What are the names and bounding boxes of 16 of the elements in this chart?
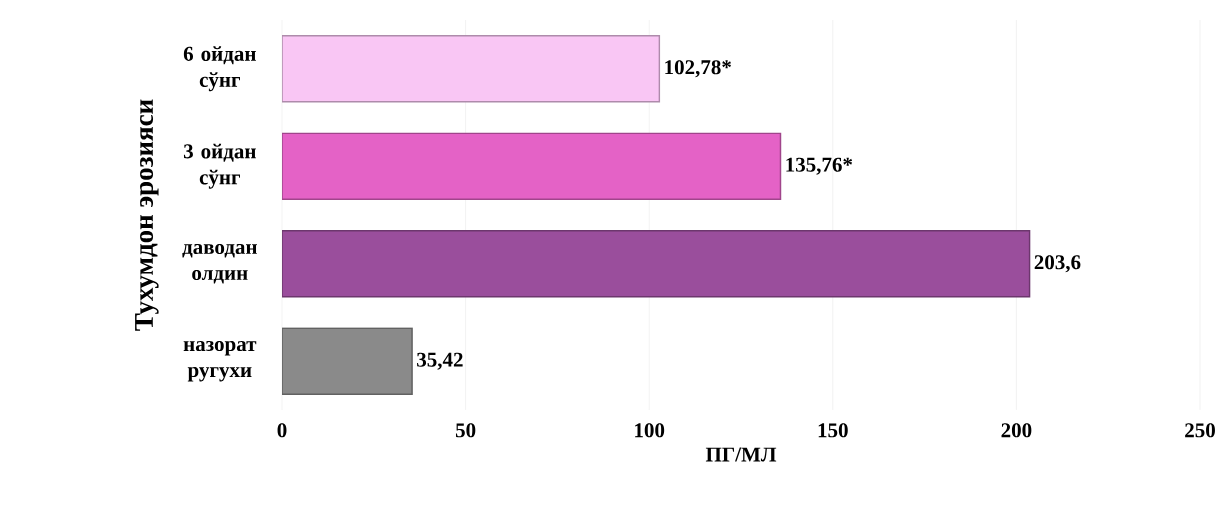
data-label: 102,78* xyxy=(665,60,731,78)
x-tick-label: 150 xyxy=(818,423,848,438)
data-label: 203,6 xyxy=(1034,255,1081,273)
x-tick-label: 200 xyxy=(1001,423,1032,438)
data-label: 135,76* xyxy=(786,157,853,175)
y-tick-label: назорат ругухи xyxy=(183,341,257,382)
y-tick-label: 6 ойдан сўнг xyxy=(183,46,256,92)
x-axis-title: ПГ/МЛ xyxy=(705,447,777,462)
data-label: 35,42 xyxy=(417,352,463,370)
x-tick-label: 100 xyxy=(635,423,665,438)
y-tick-label: даводан олдин xyxy=(182,243,257,284)
x-tick-label: 50 xyxy=(455,423,476,438)
y-tick-label: 3 ойдан сўнг xyxy=(183,143,256,189)
x-tick-label: 0 xyxy=(277,423,287,438)
y-axis-title: Тухумдон эрозияси xyxy=(135,99,159,331)
x-tick-label: 250 xyxy=(1185,423,1215,438)
